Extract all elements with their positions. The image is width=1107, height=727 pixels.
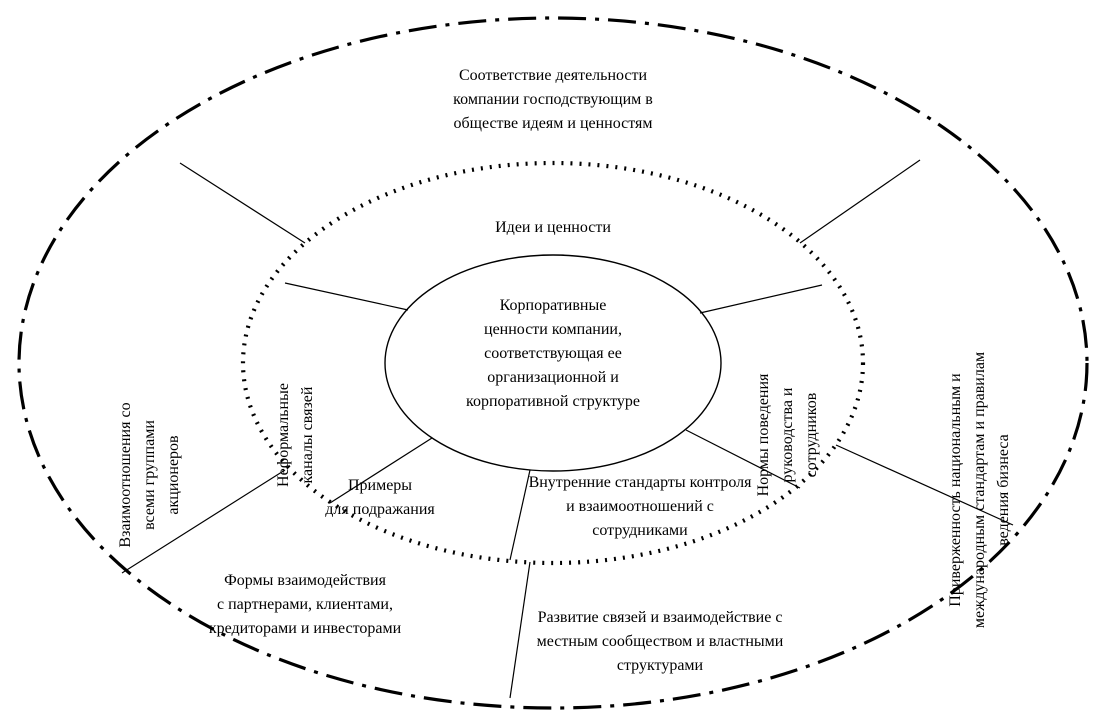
- center-label-line-3: организационной и: [487, 369, 619, 386]
- middle-label-norms-line-0: Нормы поведения: [755, 373, 772, 496]
- outer-label-community-line-1: местным сообществом и властными: [537, 633, 784, 650]
- outer-label-partners-line-2: кредиторами и инвесторами: [209, 620, 402, 637]
- outer-label-conformity-line-2: обществе идеям и ценностям: [453, 115, 652, 132]
- outer-label-intl_std-line-2: ведения бизнеса: [995, 434, 1012, 546]
- outer-label-conformity-line-0: Соответствие деятельности: [459, 67, 648, 84]
- outer-label-partners-line-1: с партнерами, клиентами,: [217, 596, 393, 613]
- outer-label-conformity-text: Соответствие деятельности компании господ…: [453, 67, 653, 132]
- outer-label-shareholders-line-1: всеми группами: [141, 420, 158, 530]
- middle-label-ideas-text: Идеи и ценности: [495, 219, 611, 236]
- middle-label-norms-line-1: руководства и: [779, 387, 796, 482]
- outer-label-intl_std-line-1: международным стандартам и правилам: [971, 352, 988, 628]
- outer-label-shareholders-line-0: Взаимоотношения со: [117, 402, 134, 547]
- middle-label-norms-line-2: сотрудников: [803, 392, 820, 477]
- outer-label-community-line-2: структурами: [617, 657, 704, 674]
- outer-label-shareholders-line-2: акционеров: [165, 435, 182, 515]
- outer-label-intl_std-line-0: Приверженность национальным и: [947, 373, 964, 607]
- outer-label-partners-line-0: Формы взаимодействия: [224, 572, 386, 589]
- outer-label-partners-text: Формы взаимодействия с партнерами, клиент…: [209, 572, 402, 637]
- outer-label-conformity: Соответствие деятельности компании господ…: [453, 67, 653, 132]
- corporate-values-diagram: Корпоративные ценности компании, соответст…: [0, 0, 1107, 727]
- middle-label-internal_std-line-2: сотрудниками: [592, 522, 688, 539]
- outer-label-conformity-line-1: компании господствующим в: [453, 91, 653, 108]
- middle-label-ideas-line-0: Идеи и ценности: [495, 219, 611, 236]
- middle-label-examples-line-0: Примеры: [348, 477, 412, 494]
- center-label-line-1: ценности компании,: [484, 321, 622, 338]
- middle-label-internal_std-line-1: и взаимоотношений с: [566, 498, 714, 515]
- middle-label-informal-line-1: каналы связей: [299, 386, 316, 483]
- middle-label-ideas: Идеи и ценности: [495, 219, 611, 236]
- center-label-line-2: соответствующая ее: [484, 345, 622, 362]
- middle-label-examples-line-1: для подражания: [325, 501, 435, 518]
- outer-label-community-line-0: Развитие связей и взаимодействие с: [538, 609, 783, 626]
- middle-label-informal-line-0: Неформальные: [275, 383, 292, 487]
- center-label-line-4: корпоративной структуре: [466, 393, 640, 410]
- center-label-line-0: Корпоративные: [500, 297, 607, 314]
- outer-label-partners: Формы взаимодействия с партнерами, клиент…: [209, 572, 402, 637]
- middle-label-internal_std-line-0: Внутренние стандарты контроля: [529, 474, 753, 491]
